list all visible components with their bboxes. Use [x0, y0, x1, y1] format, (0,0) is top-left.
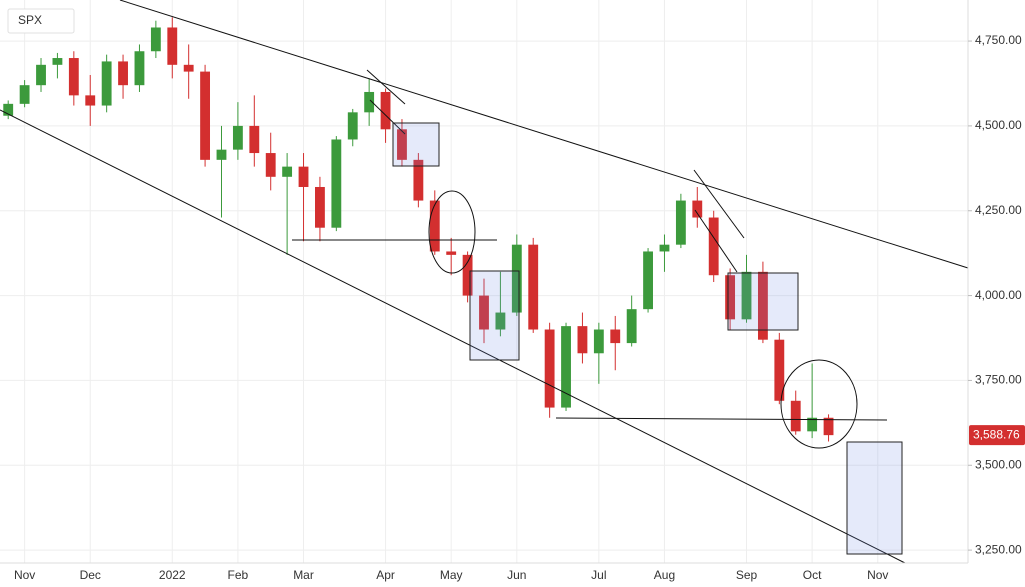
y-tick-label: 4,250.00	[975, 203, 1022, 217]
candle-body	[807, 417, 818, 432]
candle-body	[692, 200, 703, 218]
target-box	[846, 441, 903, 555]
lower-trend-line	[0, 109, 906, 564]
highlight-ellipse	[428, 190, 476, 274]
channel-line	[694, 209, 738, 273]
x-tick-label: Oct	[803, 568, 822, 582]
candle-body	[823, 417, 834, 436]
candle-body	[528, 244, 539, 330]
candle-body	[298, 166, 309, 187]
x-tick-label: Dec	[80, 568, 101, 582]
candle-body	[380, 91, 391, 130]
support-line	[555, 417, 888, 421]
candle-body	[52, 58, 63, 65]
candle-body	[232, 125, 243, 150]
channel-line	[693, 169, 745, 239]
candle-body	[216, 149, 227, 160]
x-tick-label: Jun	[507, 568, 526, 582]
candle-body	[790, 400, 801, 432]
candle-body	[643, 251, 653, 310]
candle-body	[741, 271, 752, 320]
candle-body	[610, 329, 621, 344]
x-tick-label: May	[440, 568, 463, 582]
chart-title: SPX	[18, 13, 42, 27]
candle-body	[183, 64, 194, 72]
candle-body	[118, 61, 128, 86]
x-tick-label: Aug	[654, 568, 675, 582]
candle-body	[675, 200, 686, 245]
candle-body	[101, 61, 112, 106]
candle-body	[708, 217, 719, 276]
candle-body	[495, 312, 506, 330]
x-tick-label: Apr	[376, 568, 395, 582]
candle-body	[68, 58, 79, 96]
candle-body	[331, 139, 342, 228]
y-tick-label: 4,750.00	[975, 33, 1022, 47]
y-tick-label: 4,000.00	[975, 288, 1022, 302]
x-tick-label: Nov	[867, 568, 888, 582]
candle-body	[134, 51, 145, 86]
candle-body	[659, 244, 670, 252]
candle-body	[561, 326, 571, 408]
range-box	[469, 270, 520, 361]
candle-body	[757, 271, 768, 340]
last-price-tag	[969, 425, 1025, 446]
channel-line	[366, 69, 406, 105]
drawings	[0, 0, 969, 564]
candle-body	[19, 85, 30, 104]
candle-body	[626, 309, 637, 344]
range-box	[727, 272, 799, 331]
candle-body	[462, 254, 473, 296]
candle-body	[249, 125, 260, 154]
y-tick-label: 4,500.00	[975, 118, 1022, 132]
candle-body	[577, 326, 588, 354]
last-price-label: 3,588.76	[973, 427, 1020, 441]
candle-body	[167, 27, 178, 65]
upper-trend-line	[119, 0, 969, 269]
highlight-ellipse	[780, 359, 858, 449]
candle-body	[774, 339, 785, 401]
x-tick-label: Nov	[14, 568, 35, 582]
candle-body	[347, 112, 358, 140]
candle-body	[364, 91, 375, 113]
candle-body	[85, 95, 96, 106]
candle-body	[479, 295, 489, 330]
candle-body	[544, 329, 555, 408]
candle-body	[150, 27, 161, 52]
y-tick-label: 3,500.00	[975, 457, 1022, 471]
x-tick-label: Feb	[228, 568, 249, 582]
candle-body	[429, 200, 440, 252]
candle-body	[593, 329, 604, 354]
candle-body	[397, 129, 407, 160]
x-tick-label: 2022	[159, 568, 186, 582]
candle-body	[446, 251, 457, 255]
candle-body	[200, 71, 211, 160]
candle-body	[265, 153, 276, 177]
axes: 3,250.00 3,500.00 3,750.00 4,000.00 4,250.00…	[14, 33, 1025, 582]
range-box	[392, 122, 440, 167]
x-tick-label: Jul	[591, 568, 606, 582]
candle-body	[3, 103, 14, 116]
x-tick-label: Sep	[736, 568, 758, 582]
candle-body	[315, 186, 325, 228]
y-tick-label: 3,750.00	[975, 373, 1022, 387]
candle-body	[511, 244, 522, 313]
symbol-box	[7, 8, 75, 34]
candle-body	[725, 275, 736, 320]
channel-line	[369, 99, 406, 135]
candle-body	[282, 166, 293, 177]
y-tick-label: 3,250.00	[975, 542, 1022, 556]
candles	[3, 17, 834, 442]
x-tick-label: Mar	[293, 568, 314, 582]
candle-body	[36, 64, 46, 86]
candle-body	[413, 159, 424, 201]
